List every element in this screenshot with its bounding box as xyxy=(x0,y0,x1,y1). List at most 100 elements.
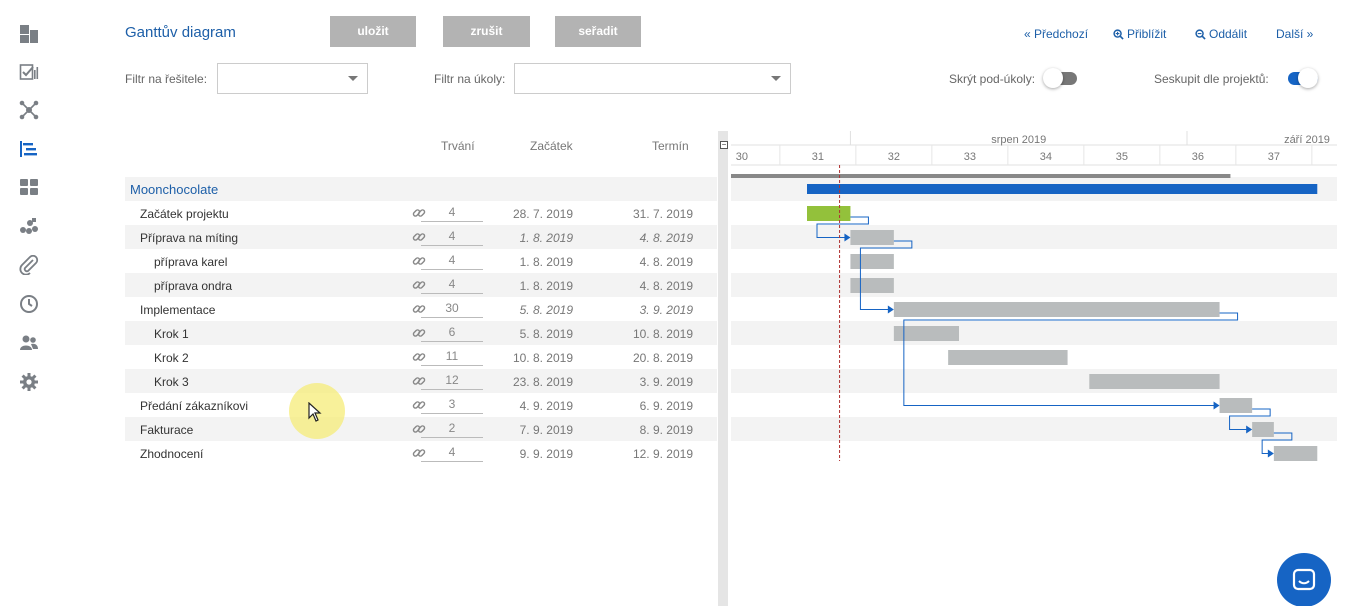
zoom-out-link[interactable]: Oddálit xyxy=(1195,27,1247,41)
task-row[interactable]: Příprava na míting 4 1. 8. 2019 4. 8. 2019 xyxy=(125,225,717,249)
task-name[interactable]: Implementace xyxy=(140,303,216,317)
dependency-line[interactable] xyxy=(1261,432,1293,454)
link-icon[interactable] xyxy=(412,302,426,316)
attachment-icon xyxy=(19,255,39,275)
duration-input[interactable]: 4 xyxy=(421,253,483,270)
sidebar-item-attachments[interactable] xyxy=(18,254,40,276)
sidebar-item-tiles[interactable] xyxy=(18,176,40,198)
sidebar-item-dashboard[interactable] xyxy=(18,23,40,45)
zoom-in-label: Přiblížit xyxy=(1127,27,1167,41)
task-name[interactable]: příprava karel xyxy=(154,255,228,269)
task-row[interactable]: příprava karel 4 1. 8. 2019 4. 8. 2019 xyxy=(125,249,717,273)
task-row[interactable]: Zhodnocení 4 9. 9. 2019 12. 9. 2019 xyxy=(125,441,717,465)
sidebar-item-users[interactable] xyxy=(18,332,40,354)
task-row[interactable]: Fakturace 2 7. 9. 2019 8. 9. 2019 xyxy=(125,417,717,441)
chat-button[interactable] xyxy=(1277,553,1331,606)
dependency-line[interactable] xyxy=(816,216,869,238)
pane-splitter[interactable] xyxy=(718,131,728,606)
start-date: 1. 8. 2019 xyxy=(519,255,573,269)
project-bar[interactable] xyxy=(807,184,1318,194)
assignee-filter-select[interactable] xyxy=(217,63,368,94)
sidebar-item-settings[interactable] xyxy=(18,371,40,393)
task-bar[interactable] xyxy=(850,230,894,245)
sidebar-item-gantt[interactable] xyxy=(18,138,40,160)
task-name[interactable]: Krok 2 xyxy=(154,351,189,365)
link-icon[interactable] xyxy=(412,206,426,220)
chevron-down-icon xyxy=(771,76,781,81)
start-date: 1. 8. 2019 xyxy=(519,231,573,245)
task-name[interactable]: Krok 3 xyxy=(154,375,189,389)
link-icon[interactable] xyxy=(412,278,426,292)
task-bar[interactable] xyxy=(893,326,959,341)
task-bar[interactable] xyxy=(893,302,1220,317)
sidebar-item-resources[interactable] xyxy=(18,215,40,237)
previous-link[interactable]: « Předchozí xyxy=(1024,27,1088,41)
link-icon[interactable] xyxy=(412,446,426,460)
task-bar[interactable] xyxy=(807,206,851,221)
collapse-icon[interactable]: − xyxy=(720,140,728,149)
task-name[interactable]: Předání zákazníkovi xyxy=(140,399,249,413)
dependency-line[interactable] xyxy=(903,312,1239,406)
task-bar[interactable] xyxy=(948,350,1068,365)
task-row[interactable]: Krok 2 11 10. 8. 2019 20. 8. 2019 xyxy=(125,345,717,369)
duration-input[interactable]: 11 xyxy=(421,349,483,366)
link-icon[interactable] xyxy=(412,326,426,340)
sidebar-item-network[interactable] xyxy=(18,99,40,121)
project-name[interactable]: Moonchocolate xyxy=(130,182,219,197)
task-bar[interactable] xyxy=(1273,446,1318,461)
column-header-start[interactable]: Začátek xyxy=(530,139,573,153)
duration-input[interactable]: 4 xyxy=(421,277,483,294)
dependency-line[interactable] xyxy=(859,240,913,310)
zoom-in-link[interactable]: Přiblížit xyxy=(1113,27,1166,41)
task-row[interactable]: Krok 1 6 5. 8. 2019 10. 8. 2019 xyxy=(125,321,717,345)
duration-input[interactable]: 2 xyxy=(421,421,483,438)
task-bar[interactable] xyxy=(1252,422,1274,437)
task-bar[interactable] xyxy=(850,278,894,293)
task-row[interactable]: Implementace 30 5. 8. 2019 3. 9. 2019 xyxy=(125,297,717,321)
task-name[interactable]: Příprava na míting xyxy=(140,231,239,245)
project-row[interactable]: Moonchocolate xyxy=(125,177,717,201)
task-name[interactable]: Zhodnocení xyxy=(140,447,204,461)
link-icon[interactable] xyxy=(412,398,426,412)
end-date: 31. 7. 2019 xyxy=(632,207,693,221)
task-name[interactable]: Krok 1 xyxy=(154,327,189,341)
save-changes-button[interactable]: uložit změny xyxy=(330,16,416,69)
task-bar[interactable] xyxy=(1089,374,1220,389)
cancel-changes-button[interactable]: zrušit změny xyxy=(443,16,530,69)
zoom-out-label: Oddálit xyxy=(1209,27,1248,41)
task-bar[interactable] xyxy=(850,254,894,269)
task-name[interactable]: příprava ondra xyxy=(154,279,233,293)
link-icon[interactable] xyxy=(412,422,426,436)
next-link[interactable]: Další » xyxy=(1276,27,1313,41)
sidebar-item-tasks[interactable] xyxy=(18,61,40,83)
task-row[interactable]: Krok 3 12 23. 8. 2019 3. 9. 2019 xyxy=(125,369,717,393)
end-date: 12. 9. 2019 xyxy=(632,447,693,461)
task-bar[interactable] xyxy=(1219,398,1253,413)
link-icon[interactable] xyxy=(412,350,426,364)
duration-input[interactable]: 4 xyxy=(421,229,483,246)
task-filter-select[interactable] xyxy=(514,63,791,94)
task-name[interactable]: Začátek projektu xyxy=(140,207,229,221)
task-row[interactable]: příprava ondra 4 1. 8. 2019 4. 8. 2019 xyxy=(125,273,717,297)
group-projects-toggle[interactable] xyxy=(1284,68,1318,88)
duration-input[interactable]: 4 xyxy=(421,205,483,222)
start-date: 23. 8. 2019 xyxy=(512,375,573,389)
duration-input[interactable]: 12 xyxy=(421,373,483,390)
column-header-end[interactable]: Termín xyxy=(652,139,689,153)
duration-input[interactable]: 3 xyxy=(421,397,483,414)
dependency-line[interactable] xyxy=(1229,408,1271,430)
task-row[interactable]: Začátek projektu 4 28. 7. 2019 31. 7. 2019 xyxy=(125,201,717,225)
task-name[interactable]: Fakturace xyxy=(140,423,194,437)
task-row[interactable]: Předání zákazníkovi 3 4. 9. 2019 6. 9. 2019 xyxy=(125,393,717,417)
sidebar-item-time[interactable] xyxy=(18,293,40,315)
duration-input[interactable]: 4 xyxy=(421,445,483,462)
link-icon[interactable] xyxy=(412,374,426,388)
sort-tasks-button[interactable]: seřadit úkoly xyxy=(555,16,641,69)
link-icon[interactable] xyxy=(412,230,426,244)
duration-input[interactable]: 6 xyxy=(421,325,483,342)
duration-input[interactable]: 30 xyxy=(421,301,483,318)
column-header-duration[interactable]: Trvání xyxy=(441,139,475,153)
link-icon[interactable] xyxy=(412,254,426,268)
hide-subtasks-toggle[interactable] xyxy=(1043,68,1077,88)
